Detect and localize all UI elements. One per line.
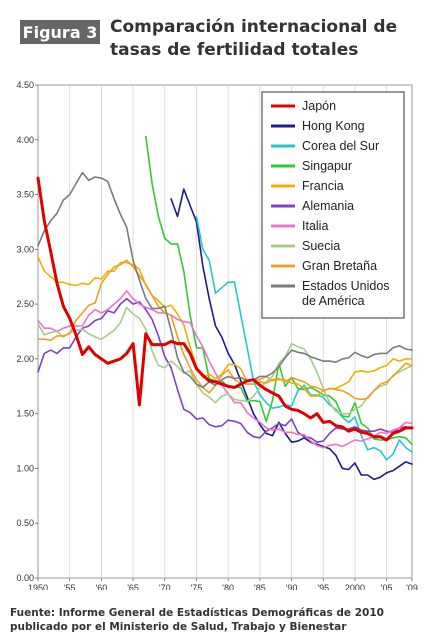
y-tick-label: 3.50 [16, 190, 34, 200]
x-tick-label: '05 [381, 583, 393, 590]
legend-label: Corea del Sur [302, 139, 379, 153]
legend-label: Estados Unidos de América [302, 279, 390, 308]
x-tick-label: '70 [159, 583, 171, 590]
legend-label: Gran Bretaña [302, 259, 377, 273]
series-line [37, 297, 413, 443]
y-tick-label: 4.00 [16, 135, 34, 145]
x-tick-label: 2000 [345, 583, 365, 590]
y-tick-label: 0.50 [16, 518, 34, 528]
legend-label: Alemania [302, 199, 354, 213]
series-line [36, 176, 414, 442]
legend-label: Francia [302, 179, 344, 193]
x-tick-label: '60 [96, 583, 108, 590]
series-line [37, 256, 413, 397]
legend-label: Japón [302, 99, 336, 113]
y-tick-label: 1.00 [16, 463, 34, 473]
x-tick-label: '65 [127, 583, 139, 590]
y-tick-label: 3.00 [16, 244, 34, 254]
x-tick-label: '75 [191, 583, 203, 590]
x-tick-label: '95 [317, 583, 329, 590]
x-tick-label: '90 [286, 583, 298, 590]
chart-title-line-2: tasas de fertilidad totales [110, 40, 359, 60]
series-line [37, 171, 413, 389]
series-line [37, 259, 413, 401]
chart-title-line-1: Comparación internacional de [110, 17, 398, 37]
series-line [37, 290, 413, 449]
legend-label: Singapur [302, 159, 352, 173]
legend-label: Suecia [302, 239, 340, 253]
x-tick-label: '85 [254, 583, 266, 590]
figure-label: Figura 3 [20, 20, 100, 44]
fertility-line-chart: 0.00 0.50 1.00 1.50 2.00 2.50 3.00 3.50 4.00 4.50… [16, 80, 418, 590]
legend-label: Hong Kong [302, 119, 365, 133]
series-line [37, 306, 413, 415]
y-tick-label: 2.00 [16, 354, 34, 364]
legend-label: Italia [302, 219, 328, 233]
source-note: Fuente: Informe General de Estadísticas … [10, 607, 384, 633]
x-tick-label: '55 [64, 583, 76, 590]
chart-title: Comparación internacional de tasas de fe… [110, 16, 430, 62]
series-line [170, 188, 413, 481]
x-tick-label: '09 [406, 583, 418, 590]
x-tick-label: 1950 [28, 583, 48, 590]
y-tick-label: 0.00 [16, 573, 34, 583]
series-line [195, 215, 413, 461]
y-tick-label: 1.50 [16, 409, 34, 419]
y-tick-label: 2.50 [16, 299, 34, 309]
x-tick-label: '80 [222, 583, 234, 590]
y-tick-label: 4.50 [16, 80, 34, 90]
